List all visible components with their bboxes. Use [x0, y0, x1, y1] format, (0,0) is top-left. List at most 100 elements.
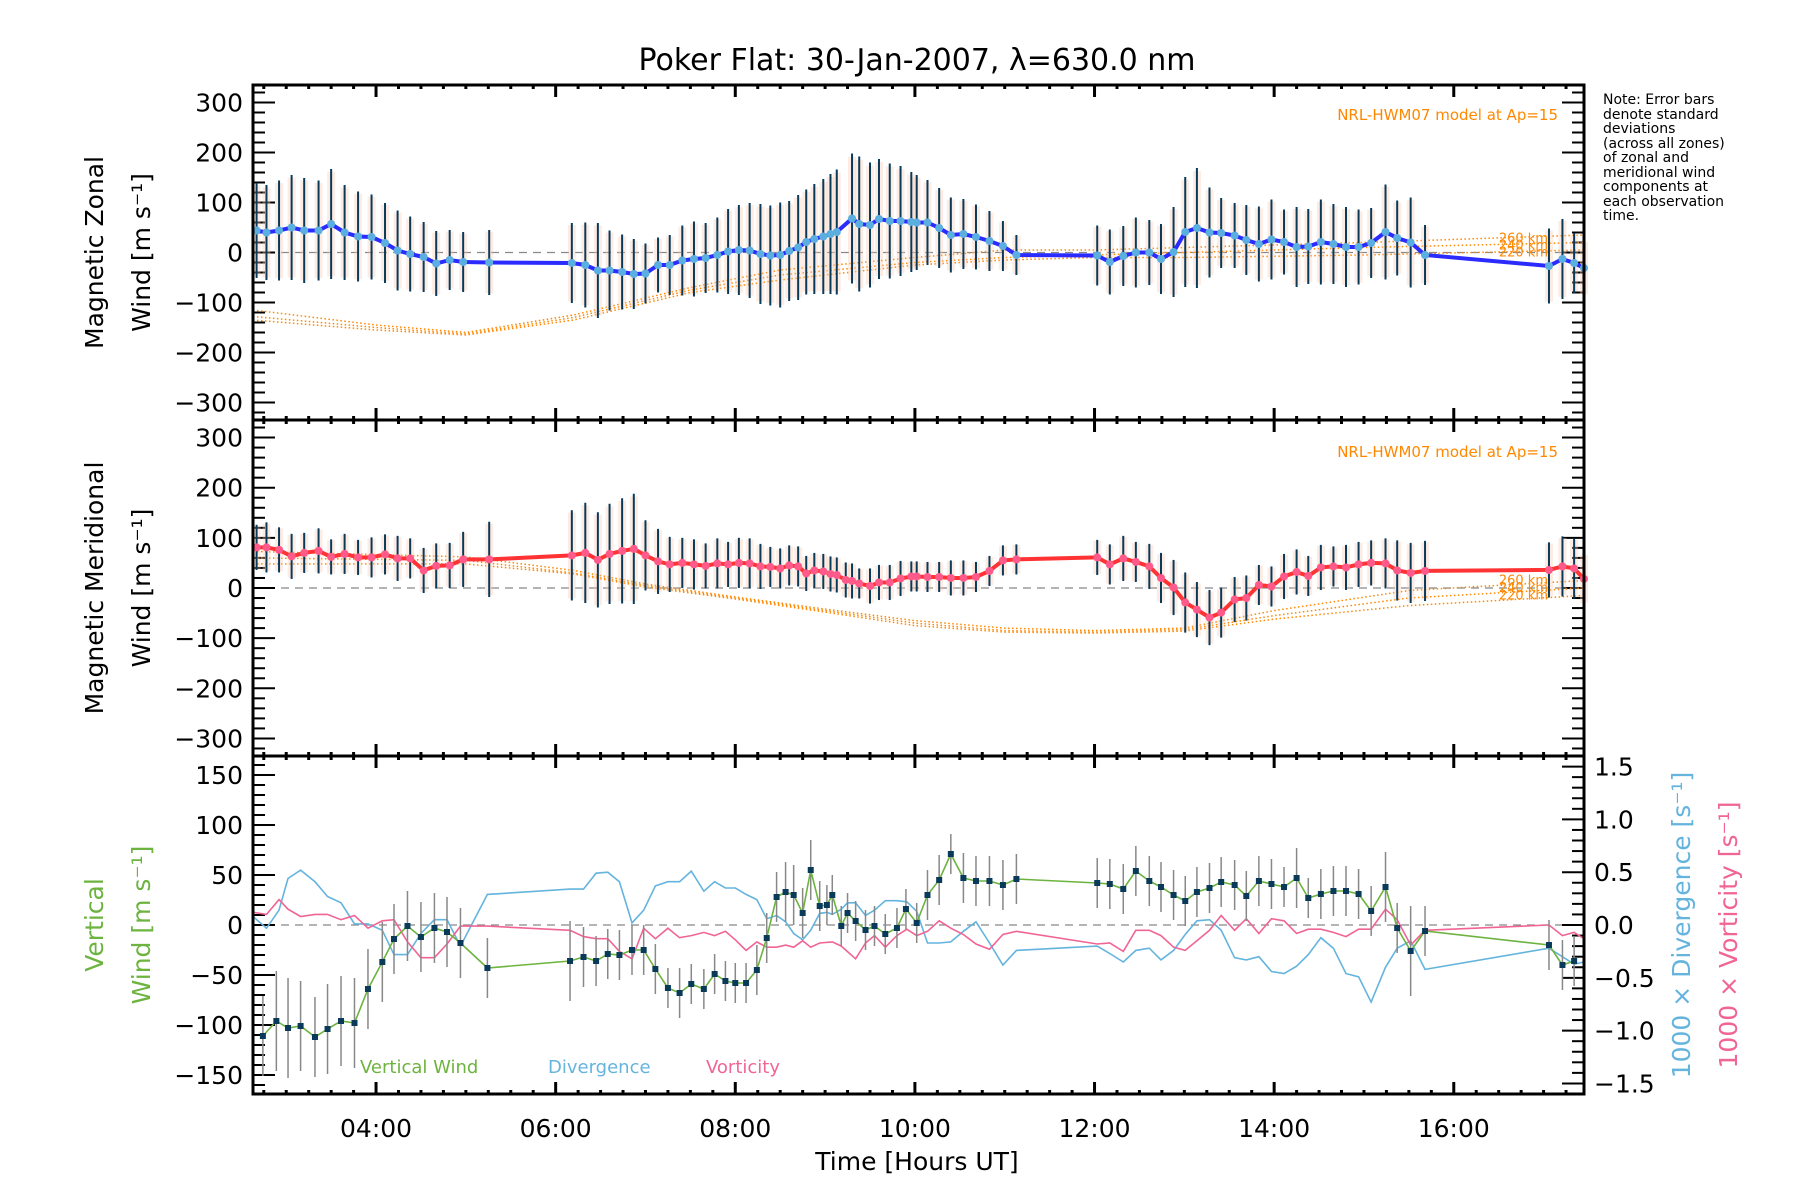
y-tick-label: 300	[195, 424, 243, 453]
model-altitude-label: 220 km	[1499, 246, 1548, 261]
vertical-wind-point	[972, 878, 979, 884]
zonal-wind-point	[618, 268, 627, 276]
vertical-wind-point	[1281, 884, 1288, 890]
zonal-wind-point	[354, 232, 363, 241]
zonal-wind-point	[874, 215, 883, 223]
meridional-wind-point	[1192, 605, 1201, 614]
y-tick-label: 0	[227, 239, 243, 268]
y-tick-label: 200	[195, 474, 243, 503]
vertical-wind-point	[285, 1025, 292, 1031]
vertical-wind-point	[604, 951, 611, 957]
y2-tick-label: −1.0	[1594, 1017, 1655, 1046]
x-tick-label: 10:00	[879, 1114, 951, 1143]
meridional-wind-point	[866, 581, 875, 590]
vertical-wind-point	[640, 947, 647, 953]
meridional-wind-point	[756, 562, 765, 571]
vertical-wind-point	[404, 923, 411, 929]
vertical-wind-point	[1407, 948, 1414, 954]
model-curve-220km	[253, 563, 1585, 634]
error-bar-note: Note: Error bars denote standard deviati…	[1603, 92, 1725, 224]
meridional-wind-point	[287, 552, 296, 561]
meridional-wind-point	[1421, 566, 1430, 575]
zonal-wind-point	[1421, 251, 1430, 259]
zonal-wind-point	[689, 255, 698, 263]
vertical-wind-point	[652, 966, 659, 972]
meridional-wind-point	[923, 572, 932, 581]
meridional-wind-point	[935, 572, 944, 581]
meridional-wind-point	[689, 560, 698, 569]
vertical-wind-point	[1343, 888, 1350, 894]
zonal-wind-point	[665, 261, 674, 269]
vertical-wind-point	[379, 959, 386, 965]
vertical-wind-point	[790, 892, 797, 898]
y2-tick-label: −0.5	[1594, 964, 1655, 993]
zonal-wind-point	[1354, 243, 1363, 251]
model-curve-240km	[252, 241, 1585, 335]
meridional-wind-point	[300, 548, 309, 557]
zonal-wind-point	[432, 259, 441, 268]
zonal-wind-point	[314, 226, 323, 235]
model-label: NRL-HWM07 model at Ap=15	[1337, 106, 1558, 124]
zonal-wind-point	[485, 258, 494, 267]
zonal-wind-point	[810, 235, 819, 243]
vertical-wind-point	[838, 923, 845, 929]
meridional-wind-point	[618, 546, 627, 555]
vertical-wind-point	[816, 903, 823, 909]
zonal-wind-point	[406, 250, 415, 258]
vertical-wind-point	[986, 878, 993, 884]
meridional-wind-point	[1012, 555, 1021, 564]
zonal-wind-point	[866, 221, 875, 229]
vertical-wind-point	[1355, 891, 1362, 897]
y-tick-label: −150	[174, 1061, 243, 1090]
zonal-wind-point	[946, 231, 955, 239]
y-tick-label: −50	[190, 961, 243, 990]
vertical-wind-point	[417, 934, 424, 940]
meridional-wind-point	[826, 569, 835, 578]
zonal-wind-point	[252, 226, 261, 235]
y-tick-label: 100	[195, 811, 243, 840]
zonal-wind-point	[1242, 236, 1251, 244]
zonal-wind-point	[393, 246, 402, 255]
meridional-wind-point	[832, 570, 841, 579]
vertical-wind-point	[732, 980, 739, 986]
meridional-wind-point	[701, 561, 710, 570]
x-tick-label: 08:00	[699, 1114, 771, 1143]
vertical-wind-point	[743, 980, 750, 986]
panel-meridional: 300 200 100 0 −100 −200 −300 Magnetic Meridiona…	[80, 418, 1588, 758]
y-tick-label: 150	[195, 761, 243, 790]
meridional-wind-point	[1570, 564, 1579, 573]
y2-tick-label: 1.5	[1594, 753, 1634, 782]
legend-vertical-wind: Vertical Wind	[360, 1057, 478, 1078]
vertical-wind-point	[259, 1033, 266, 1039]
zonal-wind-point	[1119, 252, 1128, 260]
vertical-wind-point	[913, 920, 920, 926]
meridional-wind-point	[1119, 554, 1128, 563]
y-tick-label: 100	[195, 524, 243, 553]
model-altitude-label: 260 km	[1499, 232, 1548, 247]
vertical-wind-point	[829, 892, 836, 898]
zonal-wind-point	[1292, 243, 1301, 251]
meridional-wind-point	[1242, 594, 1251, 603]
zonal-wind-point	[1267, 235, 1276, 244]
vertical-wind-point	[947, 851, 954, 857]
y-tick-label: −200	[174, 674, 243, 703]
vertical-wind-point	[1146, 878, 1153, 884]
chart-title: Poker Flat: 30-Jan-2007, λ=630.0 nm	[638, 43, 1195, 78]
meridional-wind-point	[713, 559, 722, 568]
meridional-wind-point	[367, 553, 376, 562]
zonal-wind-point	[713, 251, 722, 259]
x-tick-label: 16:00	[1418, 1114, 1490, 1143]
vertical-wind-point	[823, 902, 830, 908]
vertical-wind-point	[1120, 886, 1127, 892]
meridional-wind-point	[406, 554, 415, 563]
zonal-wind-point	[641, 269, 650, 278]
meridional-wind-point	[381, 550, 390, 559]
zonal-wind-point	[1544, 262, 1553, 270]
zonal-wind-point	[832, 228, 841, 236]
vertical-wind-point	[273, 1018, 280, 1024]
zonal-wind-point	[1230, 231, 1239, 240]
zonal-wind-point	[459, 258, 468, 266]
meridional-wind-point	[1169, 583, 1178, 592]
zonal-wind-point	[1558, 255, 1567, 263]
zonal-wind-point	[262, 228, 271, 237]
